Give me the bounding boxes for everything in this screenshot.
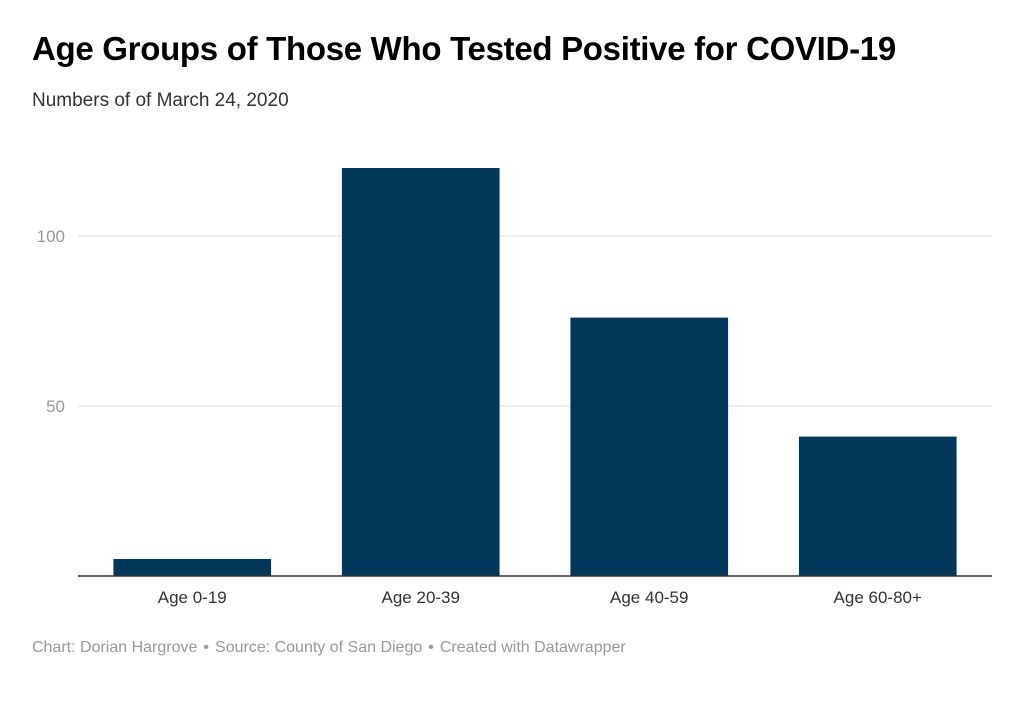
created-with: Created with Datawrapper xyxy=(439,639,626,656)
bar xyxy=(341,168,500,576)
y-tick-label: 50 xyxy=(46,397,65,416)
chart-title: Age Groups of Those Who Tested Positive … xyxy=(32,30,896,67)
x-category-label: Age 60-80+ xyxy=(834,588,922,607)
chart-credit: Chart: Dorian Hargrove xyxy=(32,639,198,656)
gridlines xyxy=(78,235,992,407)
bar xyxy=(113,559,272,576)
bar xyxy=(798,436,957,576)
chart-source: Source: County of San Diego xyxy=(215,639,423,656)
y-tick-label: 100 xyxy=(37,227,65,246)
bar-chart: 50 100 Age 0-19 Age 20-39 Age 40-59 Age 60-8… xyxy=(37,168,992,607)
bar xyxy=(570,317,729,576)
bars xyxy=(113,168,957,576)
x-category-label: Age 20-39 xyxy=(382,588,460,607)
chart-footer: Chart: Dorian Hargrove • Source: County of… xyxy=(32,639,626,657)
chart-subtitle: Numbers of of March 24, 2020 xyxy=(32,90,289,111)
footer-separator: • xyxy=(428,639,434,656)
x-category-label: Age 40-59 xyxy=(610,588,688,607)
x-category-label: Age 0-19 xyxy=(158,588,227,607)
y-tick-labels: 50 100 xyxy=(37,227,65,416)
x-category-labels: Age 0-19 Age 20-39 Age 40-59 Age 60-80+ xyxy=(158,588,922,607)
footer-separator: • xyxy=(203,639,210,656)
